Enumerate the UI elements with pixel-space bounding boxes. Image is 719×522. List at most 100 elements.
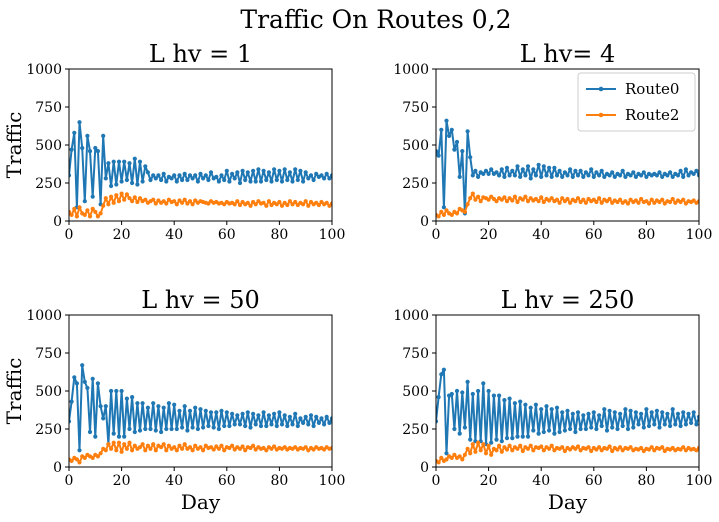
data-point-route2	[72, 206, 77, 211]
data-point-route0	[507, 396, 512, 401]
plot-area	[436, 367, 699, 465]
data-point-route2	[93, 209, 98, 214]
data-point-route0	[219, 408, 224, 413]
data-point-route0	[449, 391, 454, 397]
data-point-route0	[161, 405, 166, 410]
data-point-route2	[510, 198, 515, 203]
x-tick-label: 20	[480, 227, 498, 243]
data-point-route0	[689, 420, 694, 425]
data-point-route0	[87, 429, 93, 435]
data-point-route0	[468, 155, 473, 160]
data-point-route0	[85, 385, 90, 391]
data-point-route0	[135, 182, 140, 187]
data-point-route2	[130, 199, 135, 204]
data-point-route2	[660, 197, 665, 202]
data-point-route2	[85, 208, 90, 213]
data-point-route2	[607, 444, 612, 449]
y-tick-label: 750	[402, 346, 429, 362]
data-point-route0	[298, 168, 303, 173]
data-point-route0	[303, 414, 308, 419]
data-point-route0	[145, 170, 150, 175]
data-point-route0	[504, 436, 510, 441]
data-point-route0	[668, 170, 673, 175]
data-point-route0	[610, 425, 615, 430]
data-point-route0	[520, 434, 525, 439]
figure-suptitle: Traffic On Routes 0,2	[240, 5, 511, 34]
data-point-route0	[528, 176, 533, 181]
data-point-route0	[153, 428, 158, 433]
data-point-route2	[277, 199, 282, 205]
data-point-route2	[696, 199, 699, 204]
x-tick-label: 60	[218, 473, 236, 489]
data-point-route2	[82, 455, 87, 460]
data-point-route2	[109, 194, 114, 199]
data-point-route0	[308, 173, 314, 178]
data-point-route0	[512, 173, 518, 178]
data-point-route0	[670, 174, 675, 179]
data-point-route0	[599, 168, 604, 173]
data-point-route0	[261, 168, 266, 173]
data-point-route0	[111, 431, 116, 436]
y-tick-label: 1000	[393, 62, 429, 78]
data-point-route0	[641, 425, 646, 430]
data-point-route0	[568, 426, 573, 432]
data-point-route0	[476, 388, 481, 394]
data-point-route0	[633, 410, 639, 415]
y-tick-label: 1000	[393, 308, 429, 324]
data-point-route0	[303, 170, 308, 175]
x-tick-label: 20	[113, 227, 131, 243]
data-point-route2	[266, 199, 271, 204]
data-point-route2	[618, 445, 623, 450]
subplot-1: L hv = 10 20 40 60 80 10002505007501000Traffi…	[2, 40, 345, 243]
data-point-route0	[256, 167, 261, 172]
data-point-route0	[301, 420, 306, 425]
data-point-route2	[329, 445, 332, 451]
data-point-route2	[90, 455, 95, 460]
data-point-route0	[573, 168, 578, 173]
data-point-route2	[111, 200, 116, 205]
x-tick-label: 100	[319, 227, 346, 243]
data-point-route0	[544, 404, 549, 409]
data-point-route2	[103, 196, 108, 201]
data-point-route0	[264, 177, 269, 183]
data-point-route2	[132, 195, 137, 200]
data-point-route0	[665, 173, 670, 178]
data-point-route2	[77, 205, 82, 210]
x-tick-label: 20	[113, 473, 131, 489]
data-point-route2	[69, 212, 74, 217]
data-point-route0	[180, 425, 185, 430]
data-point-route2	[90, 206, 95, 211]
data-point-route0	[510, 168, 515, 173]
y-tick-label: 500	[35, 138, 62, 154]
y-tick-label: 250	[402, 422, 429, 438]
x-tick-label: 40	[532, 473, 550, 489]
data-point-route2	[441, 212, 446, 217]
data-point-route0	[243, 177, 248, 183]
data-point-route2	[573, 199, 578, 204]
data-point-route2	[219, 443, 224, 448]
data-point-route0	[594, 426, 599, 432]
data-point-route2	[486, 443, 491, 448]
data-point-route0	[245, 410, 250, 415]
data-point-route2	[575, 196, 581, 201]
y-axis-label: Traffic	[2, 112, 26, 179]
data-point-route0	[536, 431, 541, 436]
data-point-route2	[494, 199, 499, 204]
data-point-route2	[639, 445, 644, 451]
data-point-route0	[581, 174, 586, 179]
data-point-route2	[174, 448, 179, 453]
data-point-route0	[610, 170, 615, 175]
data-point-route0	[153, 176, 158, 181]
data-point-route0	[476, 174, 481, 179]
data-point-route0	[227, 179, 232, 184]
data-point-route0	[245, 170, 250, 175]
data-point-route2	[507, 443, 512, 448]
data-point-route0	[329, 173, 332, 178]
data-point-route0	[589, 167, 594, 172]
data-point-route0	[528, 405, 533, 410]
data-point-route2	[237, 202, 243, 208]
data-point-route2	[264, 448, 269, 453]
data-point-route2	[660, 445, 665, 450]
data-point-route0	[436, 395, 441, 400]
data-point-route0	[618, 411, 623, 416]
